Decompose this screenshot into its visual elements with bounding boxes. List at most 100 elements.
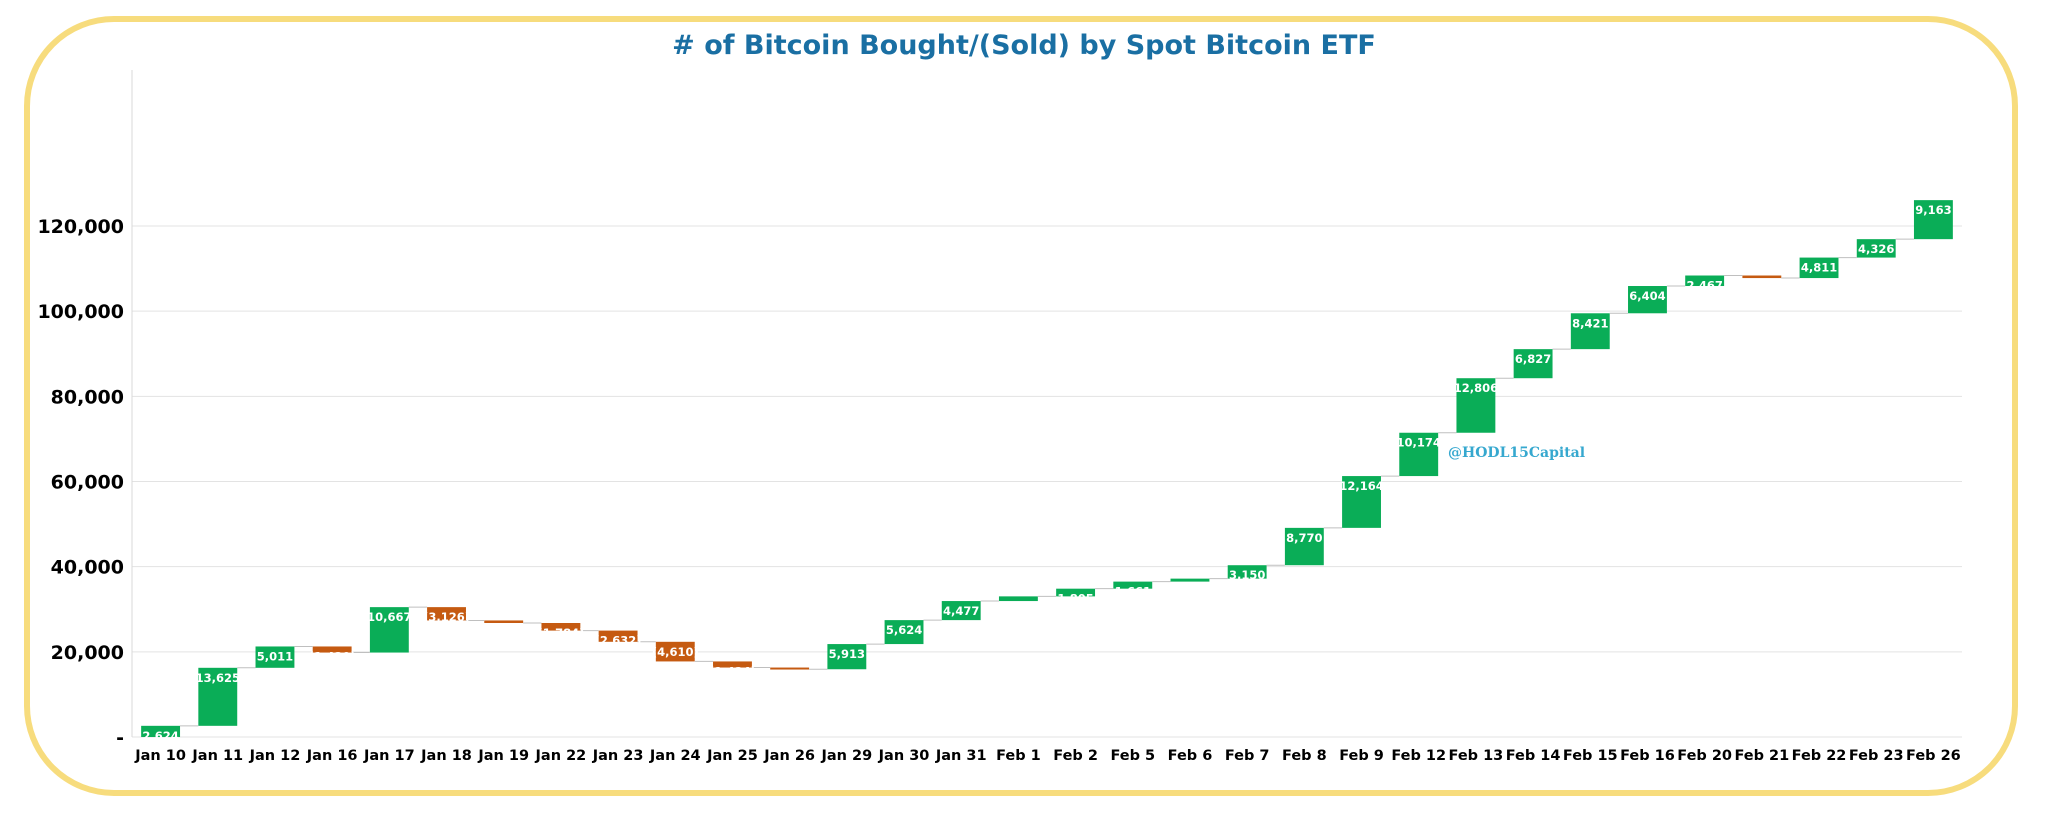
- bar: [1513, 349, 1553, 379]
- bar: [1170, 578, 1210, 582]
- bar: [770, 667, 810, 670]
- x-tick-label: Jan 10: [134, 748, 186, 764]
- bar: [1284, 527, 1324, 566]
- y-tick-label: 60,000: [51, 472, 124, 494]
- data-label: 12,806: [1454, 381, 1498, 395]
- y-tick-label: -: [116, 727, 124, 749]
- bar: [427, 607, 466, 621]
- bar: [1742, 275, 1782, 279]
- data-label: (1,434): [709, 664, 756, 678]
- y-tick-label: 120,000: [37, 216, 124, 238]
- y-tick-label: 100,000: [37, 301, 124, 323]
- bar: [1913, 200, 1953, 240]
- x-tick-label: Feb 13: [1449, 748, 1504, 764]
- x-tick-label: Feb 23: [1849, 748, 1904, 764]
- data-label: (1,784): [537, 626, 584, 640]
- bar: [827, 644, 867, 670]
- x-tick-label: Jan 31: [935, 748, 987, 764]
- data-label: (4,610): [652, 645, 699, 659]
- x-tick-label: Feb 22: [1792, 748, 1847, 764]
- x-tick-label: Feb 8: [1282, 748, 1327, 764]
- data-label: 2,624: [142, 729, 178, 743]
- x-tick-label: Feb 26: [1906, 748, 1961, 764]
- data-label: 4,477: [943, 604, 979, 618]
- x-tick-label: Feb 9: [1339, 748, 1384, 764]
- data-label: 2,467: [1686, 279, 1722, 293]
- data-label: 9,163: [1915, 203, 1951, 217]
- y-tick-label: 80,000: [51, 386, 124, 408]
- bar: [1056, 588, 1096, 597]
- bar: [141, 725, 181, 737]
- data-label: (3,126): [423, 610, 470, 624]
- bar: [598, 630, 638, 642]
- x-axis: Jan 10 Jan 11 Jan 12 Jan 16 Jan 17 Jan 18 Jan …: [134, 748, 1961, 764]
- gridlines: [132, 225, 1962, 738]
- bar: [198, 667, 238, 726]
- data-label: 5,913: [829, 647, 865, 661]
- bar: [484, 620, 524, 624]
- data-label: 4,811: [1801, 261, 1837, 275]
- x-tick-label: Jan 16: [306, 748, 358, 764]
- x-tick-label: Jan 19: [477, 748, 529, 764]
- bar: [1570, 313, 1610, 350]
- bar: [1399, 432, 1439, 477]
- data-label: 5,624: [886, 623, 922, 637]
- bar: [1799, 257, 1839, 279]
- data-label: 12,164: [1339, 479, 1383, 493]
- data-label: (2,632): [595, 634, 642, 648]
- y-tick-label: 40,000: [51, 557, 124, 579]
- x-tick-label: Feb 1: [996, 748, 1041, 764]
- bar: [541, 623, 581, 631]
- data-label: 10,174: [1397, 436, 1441, 450]
- data-label: 10,667: [367, 610, 411, 624]
- bar: [1113, 581, 1153, 589]
- x-tick-label: Feb 2: [1053, 748, 1098, 764]
- bar: [1685, 275, 1725, 287]
- x-tick-label: Feb 20: [1677, 748, 1732, 764]
- x-tick-label: Feb 15: [1563, 748, 1618, 764]
- bar: [1628, 286, 1667, 314]
- data-label: 6,404: [1629, 289, 1665, 303]
- bar: [1342, 476, 1381, 528]
- x-tick-label: Jan 22: [535, 748, 587, 764]
- x-tick-label: Feb 12: [1391, 748, 1446, 764]
- data-label: 5,011: [257, 649, 293, 663]
- data-label: 4,326: [1858, 242, 1894, 256]
- bar: [1227, 565, 1267, 579]
- data-label: 8,770: [1286, 531, 1322, 545]
- x-tick-label: Jan 17: [363, 748, 415, 764]
- x-tick-label: Jan 26: [763, 748, 815, 764]
- bar: [941, 601, 981, 621]
- data-label: 8,421: [1572, 316, 1608, 330]
- bar: [713, 661, 752, 668]
- x-tick-label: Jan 12: [249, 748, 301, 764]
- x-tick-label: Feb 16: [1620, 748, 1675, 764]
- data-label: 1,805: [1057, 592, 1093, 606]
- watermark: @HODL15Capital: [1448, 445, 1585, 461]
- bars: [141, 200, 1953, 737]
- x-tick-label: Feb 7: [1225, 748, 1270, 764]
- x-tick-label: Jan 29: [820, 748, 872, 764]
- data-label: 3,150: [1229, 568, 1265, 582]
- data-labels: 2,624 13,625 5,011 (1,430) 10,667 (3,126) (1,7…: [142, 203, 1951, 743]
- x-tick-label: Feb 14: [1506, 748, 1561, 764]
- bar: [1456, 378, 1496, 433]
- chart-title: # of Bitcoin Bought/(Sold) by Spot Bitco…: [672, 30, 1376, 61]
- y-axis: - 20,000 40,000 60,000 80,000 100,000 120,000: [37, 70, 133, 749]
- bar: [655, 641, 695, 662]
- bar: [884, 620, 924, 645]
- data-label: 13,625: [196, 671, 240, 685]
- x-tick-label: Jan 23: [592, 748, 644, 764]
- x-tick-label: Feb 5: [1110, 748, 1155, 764]
- x-tick-label: Feb 21: [1734, 748, 1789, 764]
- x-tick-label: Jan 11: [191, 748, 243, 764]
- bar: [369, 607, 409, 653]
- data-label: (1,430): [309, 649, 356, 663]
- chart-frame: [24, 16, 2018, 796]
- y-tick-label: 20,000: [51, 642, 124, 664]
- x-tick-label: Jan 18: [420, 748, 472, 764]
- bar: [998, 596, 1038, 602]
- x-tick-label: Jan 24: [649, 748, 701, 764]
- x-tick-label: Feb 6: [1168, 748, 1213, 764]
